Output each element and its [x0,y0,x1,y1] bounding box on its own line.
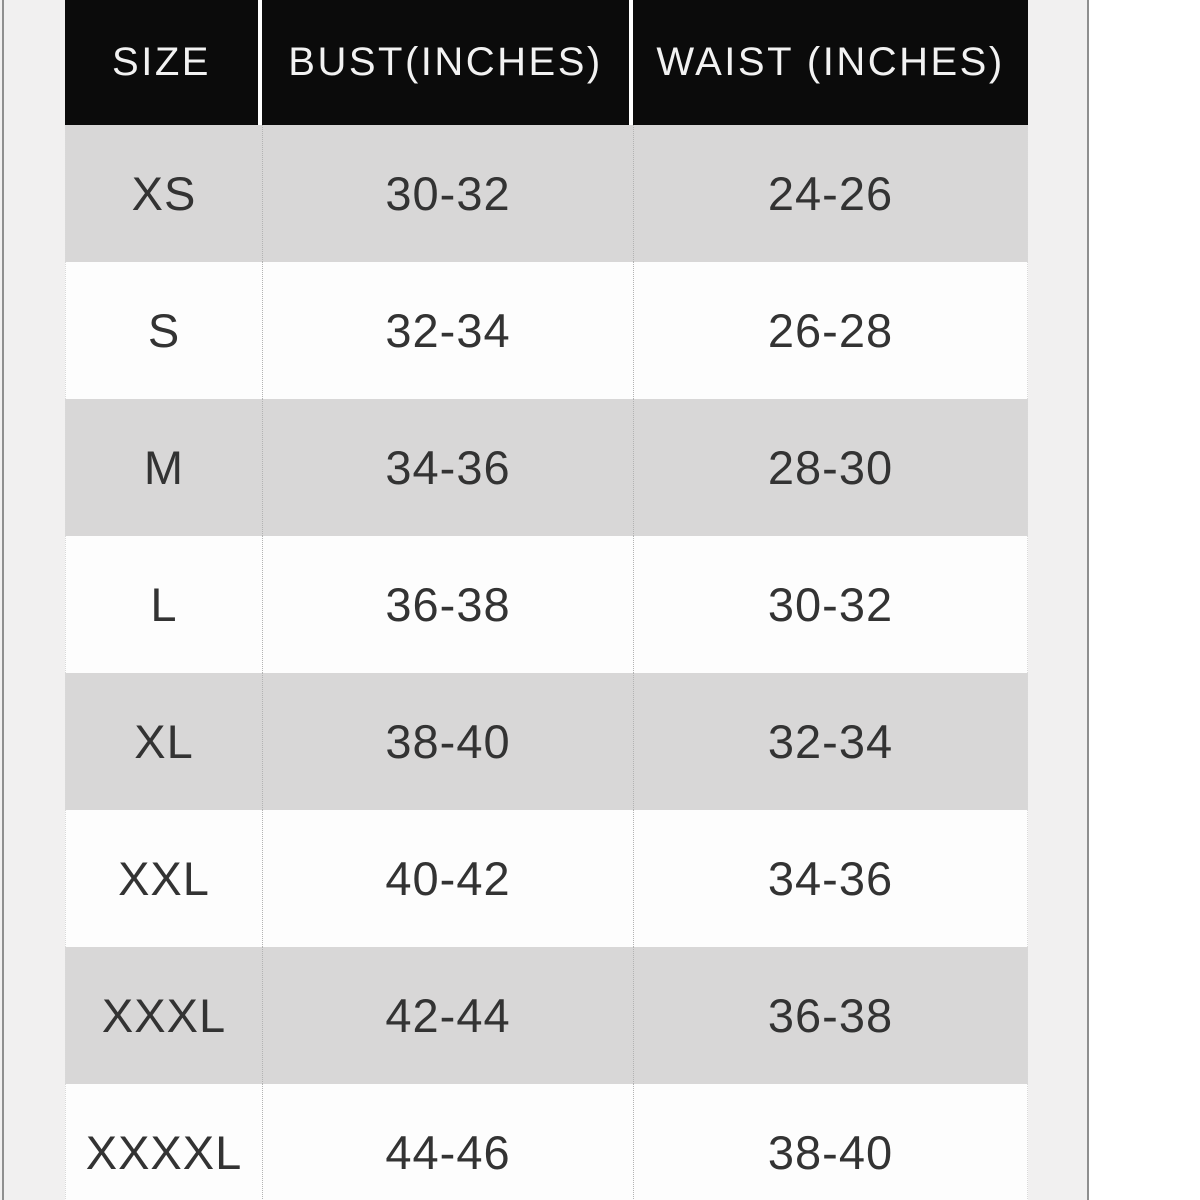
waist-cell: 28-30 [633,399,1028,536]
page-right-margin [1028,0,1087,1200]
bust-cell: 40-42 [262,810,633,947]
waist-cell: 34-36 [633,810,1028,947]
page-left-margin [0,0,65,1200]
bust-cell: 38-40 [262,673,633,810]
column-header-bust: BUST(INCHES) [262,0,633,125]
size-chart-table: SIZE BUST(INCHES) WAIST (INCHES) XS 30-3… [65,0,1028,1200]
waist-cell: 38-40 [633,1084,1028,1200]
bust-cell: 42-44 [262,947,633,1084]
size-cell: XL [65,673,262,810]
column-header-waist: WAIST (INCHES) [633,0,1028,125]
left-edge-line [2,0,4,1200]
size-cell: L [65,536,262,673]
table-row: XS 30-32 24-26 [65,125,1028,262]
table-row: L 36-38 30-32 [65,536,1028,673]
waist-cell: 32-34 [633,673,1028,810]
size-cell: XXL [65,810,262,947]
size-cell: S [65,262,262,399]
size-cell: XS [65,125,262,262]
column-header-size: SIZE [65,0,262,125]
table-row: XXXL 42-44 36-38 [65,947,1028,1084]
waist-cell: 30-32 [633,536,1028,673]
table-row: M 34-36 28-30 [65,399,1028,536]
bust-cell: 34-36 [262,399,633,536]
size-cell: XXXXL [65,1084,262,1200]
table-body: XS 30-32 24-26 S 32-34 26-28 M 34-36 28-… [65,125,1028,1200]
table-row: XXXXL 44-46 38-40 [65,1084,1028,1200]
bust-cell: 44-46 [262,1084,633,1200]
waist-cell: 26-28 [633,262,1028,399]
waist-cell: 24-26 [633,125,1028,262]
waist-cell: 36-38 [633,947,1028,1084]
table-row: XL 38-40 32-34 [65,673,1028,810]
size-cell: XXXL [65,947,262,1084]
right-edge-line [1087,0,1089,1200]
size-cell: M [65,399,262,536]
table-header-row: SIZE BUST(INCHES) WAIST (INCHES) [65,0,1028,125]
table-row: S 32-34 26-28 [65,262,1028,399]
bust-cell: 32-34 [262,262,633,399]
bust-cell: 30-32 [262,125,633,262]
table-row: XXL 40-42 34-36 [65,810,1028,947]
bust-cell: 36-38 [262,536,633,673]
